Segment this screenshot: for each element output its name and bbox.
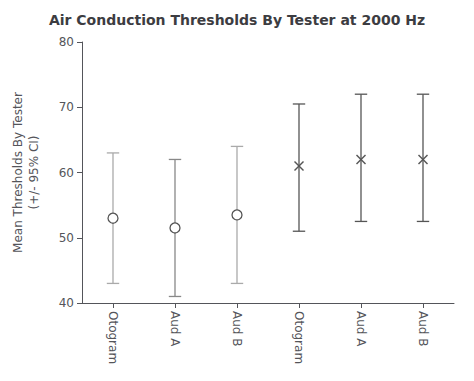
svg-text:Aud A: Aud A <box>354 311 368 347</box>
svg-text:Otogram: Otogram <box>292 311 306 364</box>
svg-text:Aud B: Aud B <box>416 311 430 346</box>
svg-text:40: 40 <box>59 296 74 310</box>
svg-text:50: 50 <box>59 231 74 245</box>
svg-text:Air Conduction Thresholds By T: Air Conduction Thresholds By Tester at 2… <box>49 12 425 28</box>
svg-text:Mean Thresholds By Tester: Mean Thresholds By Tester <box>11 92 25 253</box>
svg-text:Otogram: Otogram <box>106 311 120 364</box>
svg-text:Aud A: Aud A <box>168 311 182 347</box>
svg-text:Aud B: Aud B <box>230 311 244 346</box>
svg-text:70: 70 <box>59 100 74 114</box>
svg-text:60: 60 <box>59 166 74 180</box>
svg-text:(+/- 95% CI): (+/- 95% CI) <box>27 135 41 209</box>
svg-text:80: 80 <box>59 35 74 49</box>
